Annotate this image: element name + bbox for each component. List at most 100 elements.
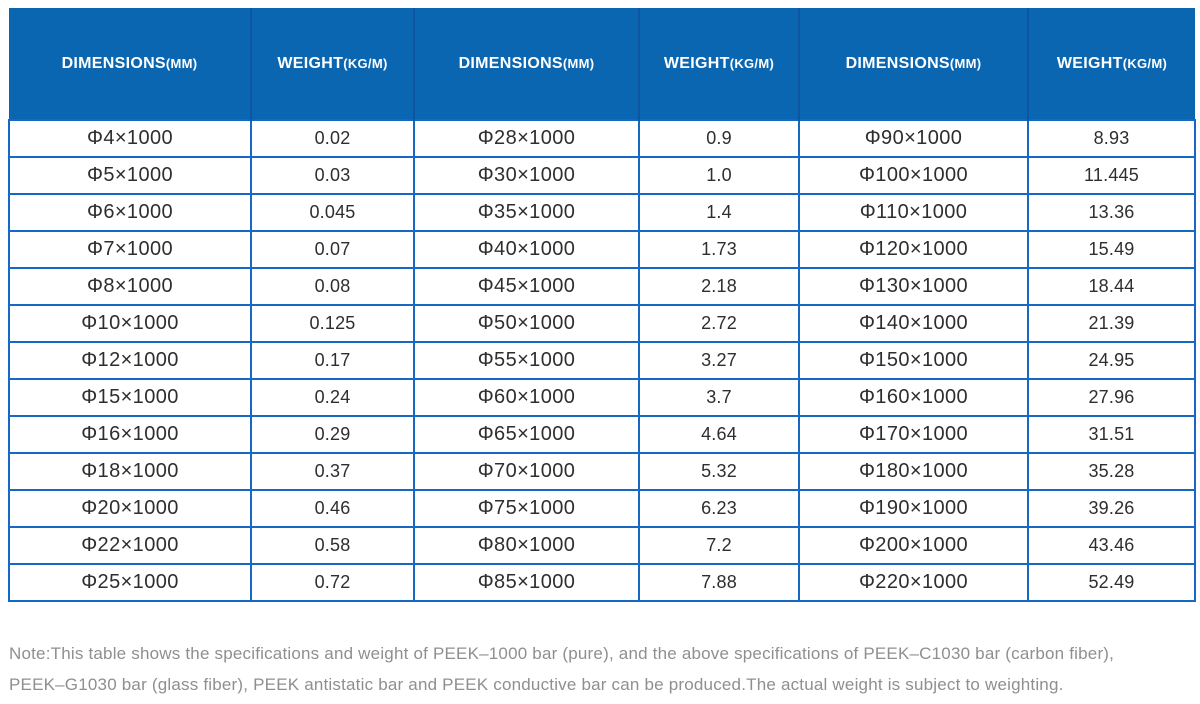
table-body: Φ4×1000 0.02 Φ28×1000 0.9 Φ90×1000 8.93 … bbox=[8, 119, 1196, 602]
header-unit: (KG/M) bbox=[1122, 55, 1168, 71]
weight-cell: 0.03 bbox=[250, 156, 415, 195]
weight-cell: 0.37 bbox=[250, 452, 415, 491]
dimension-cell: Φ60×1000 bbox=[413, 378, 640, 417]
column-header-weight: WEIGHT(KG/M) bbox=[638, 8, 799, 120]
dimension-cell: Φ40×1000 bbox=[413, 230, 640, 269]
table-row: Φ18×1000 0.37 Φ70×1000 5.32 Φ180×1000 35… bbox=[8, 452, 1196, 491]
table-row: Φ20×1000 0.46 Φ75×1000 6.23 Φ190×1000 39… bbox=[8, 489, 1196, 528]
dimension-cell: Φ50×1000 bbox=[413, 304, 640, 343]
weight-cell: 0.045 bbox=[250, 193, 415, 232]
dimension-cell: Φ45×1000 bbox=[413, 267, 640, 306]
weight-cell: 0.29 bbox=[250, 415, 415, 454]
header-label: WEIGHT bbox=[663, 54, 730, 72]
weight-cell: 6.23 bbox=[638, 489, 800, 528]
table-row: Φ8×1000 0.08 Φ45×1000 2.18 Φ130×1000 18.… bbox=[8, 267, 1196, 306]
dimension-cell: Φ4×1000 bbox=[8, 119, 252, 158]
dimension-cell: Φ130×1000 bbox=[798, 267, 1029, 306]
header-label: DIMENSIONS bbox=[845, 54, 950, 72]
dimension-cell: Φ140×1000 bbox=[798, 304, 1029, 343]
weight-cell: 8.93 bbox=[1027, 119, 1196, 158]
note-line: Note:This table shows the specifications… bbox=[9, 644, 1115, 663]
weight-cell: 15.49 bbox=[1027, 230, 1196, 269]
weight-cell: 1.0 bbox=[638, 156, 800, 195]
weight-cell: 52.49 bbox=[1027, 563, 1196, 602]
table-row: Φ10×1000 0.125 Φ50×1000 2.72 Φ140×1000 2… bbox=[8, 304, 1196, 343]
table-row: Φ7×1000 0.07 Φ40×1000 1.73 Φ120×1000 15.… bbox=[8, 230, 1196, 269]
weight-cell: 3.7 bbox=[638, 378, 800, 417]
dimension-cell: Φ150×1000 bbox=[798, 341, 1029, 380]
weight-cell: 5.32 bbox=[638, 452, 800, 491]
table-row: Φ12×1000 0.17 Φ55×1000 3.27 Φ150×1000 24… bbox=[8, 341, 1196, 380]
weight-cell: 0.58 bbox=[250, 526, 415, 565]
table-row: Φ6×1000 0.045 Φ35×1000 1.4 Φ110×1000 13.… bbox=[8, 193, 1196, 232]
header-unit: (MM) bbox=[562, 55, 595, 71]
weight-cell: 39.26 bbox=[1027, 489, 1196, 528]
weight-cell: 2.72 bbox=[638, 304, 800, 343]
column-header-weight: WEIGHT(KG/M) bbox=[250, 8, 414, 120]
weight-cell: 0.125 bbox=[250, 304, 415, 343]
dimension-cell: Φ80×1000 bbox=[413, 526, 640, 565]
dimension-cell: Φ55×1000 bbox=[413, 341, 640, 380]
dimension-cell: Φ75×1000 bbox=[413, 489, 640, 528]
table-row: Φ15×1000 0.24 Φ60×1000 3.7 Φ160×1000 27.… bbox=[8, 378, 1196, 417]
note-line: PEEK–G1030 bar (glass fiber), PEEK antis… bbox=[9, 675, 1064, 694]
dimension-cell: Φ220×1000 bbox=[798, 563, 1029, 602]
weight-cell: 7.88 bbox=[638, 563, 800, 602]
weight-cell: 24.95 bbox=[1027, 341, 1196, 380]
header-row: DIMENSIONS(MM) WEIGHT(KG/M) DIMENSIONS(M… bbox=[9, 8, 1195, 120]
weight-cell: 13.36 bbox=[1027, 193, 1196, 232]
dimension-cell: Φ110×1000 bbox=[798, 193, 1029, 232]
weight-cell: 21.39 bbox=[1027, 304, 1196, 343]
dimension-cell: Φ30×1000 bbox=[413, 156, 640, 195]
table-row: Φ4×1000 0.02 Φ28×1000 0.9 Φ90×1000 8.93 bbox=[8, 119, 1196, 158]
dimension-cell: Φ100×1000 bbox=[798, 156, 1029, 195]
weight-cell: 2.18 bbox=[638, 267, 800, 306]
header-unit: (MM) bbox=[949, 55, 982, 71]
dimension-cell: Φ25×1000 bbox=[8, 563, 252, 602]
table-row: Φ25×1000 0.72 Φ85×1000 7.88 Φ220×1000 52… bbox=[8, 563, 1196, 602]
dimension-cell: Φ20×1000 bbox=[8, 489, 252, 528]
dimension-cell: Φ180×1000 bbox=[798, 452, 1029, 491]
dimension-cell: Φ90×1000 bbox=[798, 119, 1029, 158]
table-row: Φ22×1000 0.58 Φ80×1000 7.2 Φ200×1000 43.… bbox=[8, 526, 1196, 565]
header-label: DIMENSIONS bbox=[61, 54, 166, 72]
dimension-cell: Φ15×1000 bbox=[8, 378, 252, 417]
weight-cell: 0.17 bbox=[250, 341, 415, 380]
weight-cell: 0.46 bbox=[250, 489, 415, 528]
weight-cell: 0.9 bbox=[638, 119, 800, 158]
weight-cell: 11.445 bbox=[1027, 156, 1196, 195]
dimension-cell: Φ28×1000 bbox=[413, 119, 640, 158]
header-label: WEIGHT bbox=[1056, 54, 1123, 72]
column-header-weight: WEIGHT(KG/M) bbox=[1027, 8, 1195, 120]
dimension-cell: Φ170×1000 bbox=[798, 415, 1029, 454]
weight-cell: 27.96 bbox=[1027, 378, 1196, 417]
dimension-cell: Φ160×1000 bbox=[798, 378, 1029, 417]
column-header-dimensions: DIMENSIONS(MM) bbox=[413, 8, 639, 120]
dimension-cell: Φ6×1000 bbox=[8, 193, 252, 232]
weight-cell: 4.64 bbox=[638, 415, 800, 454]
weight-cell: 7.2 bbox=[638, 526, 800, 565]
dimension-cell: Φ22×1000 bbox=[8, 526, 252, 565]
weight-cell: 1.73 bbox=[638, 230, 800, 269]
dimension-cell: Φ65×1000 bbox=[413, 415, 640, 454]
note: Note:This table shows the specifications… bbox=[9, 638, 1193, 700]
dimension-cell: Φ5×1000 bbox=[8, 156, 252, 195]
dimension-cell: Φ85×1000 bbox=[413, 563, 640, 602]
header-unit: (KG/M) bbox=[343, 55, 388, 71]
table-row: Φ5×1000 0.03 Φ30×1000 1.0 Φ100×1000 11.4… bbox=[8, 156, 1196, 195]
weight-cell: 1.4 bbox=[638, 193, 800, 232]
weight-cell: 0.07 bbox=[250, 230, 415, 269]
dimension-cell: Φ12×1000 bbox=[8, 341, 252, 380]
dimension-cell: Φ18×1000 bbox=[8, 452, 252, 491]
weight-cell: 35.28 bbox=[1027, 452, 1196, 491]
dimension-cell: Φ16×1000 bbox=[8, 415, 252, 454]
weight-cell: 0.02 bbox=[250, 119, 415, 158]
table-row: Φ16×1000 0.29 Φ65×1000 4.64 Φ170×1000 31… bbox=[8, 415, 1196, 454]
column-header-dimensions: DIMENSIONS(MM) bbox=[9, 8, 251, 120]
column-header-dimensions: DIMENSIONS(MM) bbox=[798, 8, 1028, 120]
header-label: WEIGHT bbox=[277, 54, 344, 72]
weight-cell: 0.72 bbox=[250, 563, 415, 602]
table-header: DIMENSIONS(MM) WEIGHT(KG/M) DIMENSIONS(M… bbox=[9, 8, 1195, 120]
dimension-cell: Φ35×1000 bbox=[413, 193, 640, 232]
